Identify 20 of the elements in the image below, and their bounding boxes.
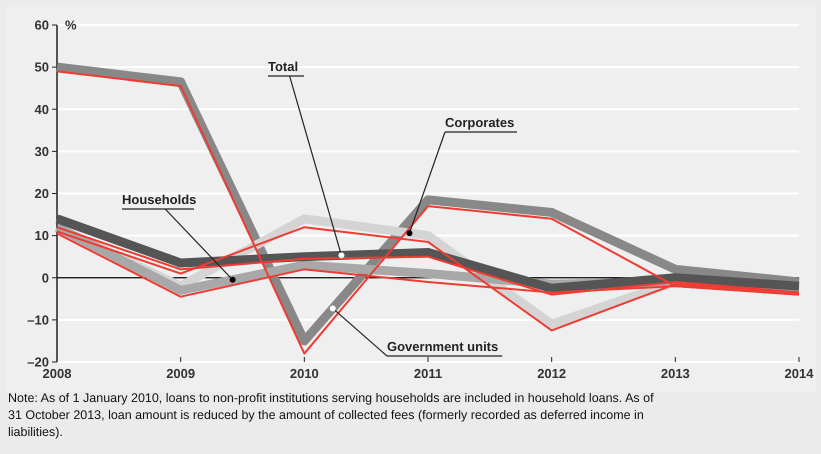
y-tick-label: 0 (42, 270, 49, 286)
y-tick-label: 50 (34, 60, 49, 75)
y-tick-label: 40 (34, 102, 49, 117)
x-tick-label: 2012 (537, 366, 566, 381)
text: Corporates (445, 115, 514, 130)
text: Households (122, 192, 196, 207)
text: Total (268, 59, 298, 74)
y-axis-title: % (65, 18, 77, 33)
y-tick-label: 30 (34, 144, 49, 159)
x-tick-label: 2010 (290, 366, 319, 381)
y-tick-label: 20 (34, 186, 49, 202)
y-tick-label: 10 (34, 228, 49, 244)
x-tick-label: 2014 (784, 366, 814, 381)
x-tick-label: 2011 (414, 366, 442, 381)
x-tick-label: 2013 (660, 366, 690, 381)
y-tick-label: 60 (34, 18, 49, 33)
x-tick-label: 2009 (166, 366, 196, 381)
text: Note: As of 1 January 2010, loans to non-profit institutions serving households are included in household loans. As of 31 October 2013, loan amount is reduced by the amount of collected fees (formerly recorded as deferred income in liabilities). (8, 391, 654, 439)
y-tick-label: –10 (27, 312, 49, 328)
text: Government units (387, 339, 498, 354)
